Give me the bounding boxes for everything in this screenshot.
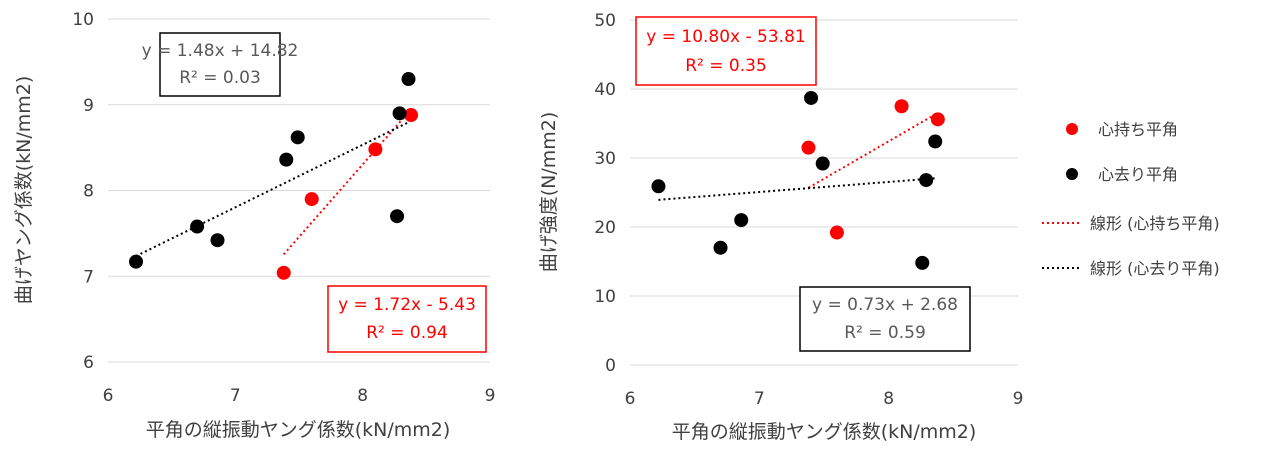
data-point: [801, 140, 816, 155]
trend-equation: y = 10.80x - 53.81: [646, 27, 805, 47]
chart-bending-strength: 0 10 20 30 40 50 6 7 8 9 y = 10.80x - 53.81 R² =…: [538, 11, 1023, 443]
legend: 心持ち平角 心去り平角 線形 (心持ち平角) 線形 (心去り平角): [1042, 120, 1220, 278]
data-points: [651, 90, 945, 270]
x-tick-label: 8: [883, 389, 894, 409]
x-tick-label: 8: [357, 386, 368, 406]
data-point: [390, 209, 405, 224]
y-tick-label: 7: [83, 267, 94, 287]
trend-label-shinmochi: y = 10.80x - 53.81 R² = 0.35: [635, 16, 817, 86]
data-point: [894, 99, 909, 114]
y-tick-label: 0: [605, 356, 616, 376]
data-point: [290, 130, 305, 145]
trendline: [135, 121, 409, 257]
data-point: [404, 108, 419, 123]
data-point: [651, 179, 666, 194]
legend-item-shinsari: 心去り平角: [1066, 165, 1178, 184]
x-tick-labels: 6 7 8 9: [625, 389, 1024, 409]
trend-equation: y = 1.72x - 5.43: [338, 295, 476, 315]
trendlines: [135, 108, 412, 257]
legend-marker-black: [1066, 168, 1078, 180]
data-point: [915, 255, 930, 270]
data-point: [930, 112, 945, 127]
trendline: [282, 108, 412, 256]
y-tick-labels: 0 10 20 30 40 50: [594, 11, 616, 376]
y-tick-label: 10: [72, 10, 94, 30]
data-point: [304, 192, 319, 207]
x-tick-label: 9: [1013, 389, 1024, 409]
data-point: [276, 265, 291, 280]
trend-label-shinmochi: y = 1.72x - 5.43 R² = 0.94: [327, 285, 487, 353]
y-tick-label: 9: [83, 96, 94, 116]
data-point: [815, 156, 830, 171]
data-point: [392, 106, 407, 121]
data-point: [368, 142, 383, 157]
x-tick-label: 7: [230, 386, 241, 406]
legend-label: 線形 (心去り平角): [1090, 259, 1220, 278]
y-tick-label: 50: [594, 11, 616, 31]
y-axis-label: 曲げ強度(N/mm2): [538, 112, 560, 273]
data-point: [401, 72, 416, 87]
x-axis-label: 平角の縦振動ヤング係数(kN/mm2): [672, 421, 977, 443]
y-axis-label: 曲げヤング係数(kN/mm2): [13, 76, 35, 305]
y-tick-label: 40: [594, 80, 616, 100]
data-point: [734, 213, 749, 228]
trend-equation: y = 0.73x + 2.68: [812, 295, 958, 315]
data-point: [919, 173, 934, 188]
data-point: [804, 90, 819, 105]
legend-item-trend-shinmochi: 線形 (心持ち平角): [1042, 214, 1220, 233]
x-tick-label: 9: [485, 386, 496, 406]
trend-equation: y = 1.48x + 14.82: [142, 41, 299, 61]
x-tick-label: 6: [625, 389, 636, 409]
legend-item-shinmochi: 心持ち平角: [1066, 120, 1178, 139]
trendlines: [658, 112, 939, 201]
data-point: [279, 152, 294, 167]
legend-label: 線形 (心持ち平角): [1090, 214, 1220, 233]
trend-r2: R² = 0.35: [685, 56, 767, 76]
trend-r2: R² = 0.59: [844, 323, 926, 343]
trend-label-shinsari: y = 0.73x + 2.68 R² = 0.59: [799, 286, 971, 352]
trendline: [807, 112, 939, 189]
y-gridlines: [108, 18, 490, 363]
legend-label: 心持ち平角: [1098, 120, 1178, 139]
legend-label: 心去り平角: [1098, 165, 1178, 184]
trendline: [658, 177, 936, 201]
x-axis-label: 平角の縦振動ヤング係数(kN/mm2): [146, 419, 451, 441]
data-point: [190, 219, 205, 234]
data-point: [210, 233, 225, 248]
y-tick-label: 20: [594, 218, 616, 238]
y-tick-label: 6: [83, 353, 94, 373]
trend-label-shinsari: y = 1.48x + 14.82 R² = 0.03: [142, 32, 299, 97]
y-tick-label: 8: [83, 182, 94, 202]
y-tick-label: 30: [594, 149, 616, 169]
y-tick-labels: 6 7 8 9 10: [72, 10, 94, 373]
data-point: [713, 240, 728, 255]
data-points: [129, 72, 419, 280]
x-tick-label: 7: [754, 389, 765, 409]
data-point: [829, 225, 844, 240]
y-tick-label: 10: [594, 287, 616, 307]
legend-marker-red: [1066, 123, 1078, 135]
data-point: [129, 254, 144, 269]
x-tick-labels: 6 7 8 9: [103, 386, 496, 406]
x-tick-label: 6: [103, 386, 114, 406]
trend-r2: R² = 0.03: [179, 68, 261, 88]
trend-r2: R² = 0.94: [366, 323, 448, 343]
legend-item-trend-shinsari: 線形 (心去り平角): [1042, 259, 1220, 278]
data-point: [928, 134, 943, 149]
